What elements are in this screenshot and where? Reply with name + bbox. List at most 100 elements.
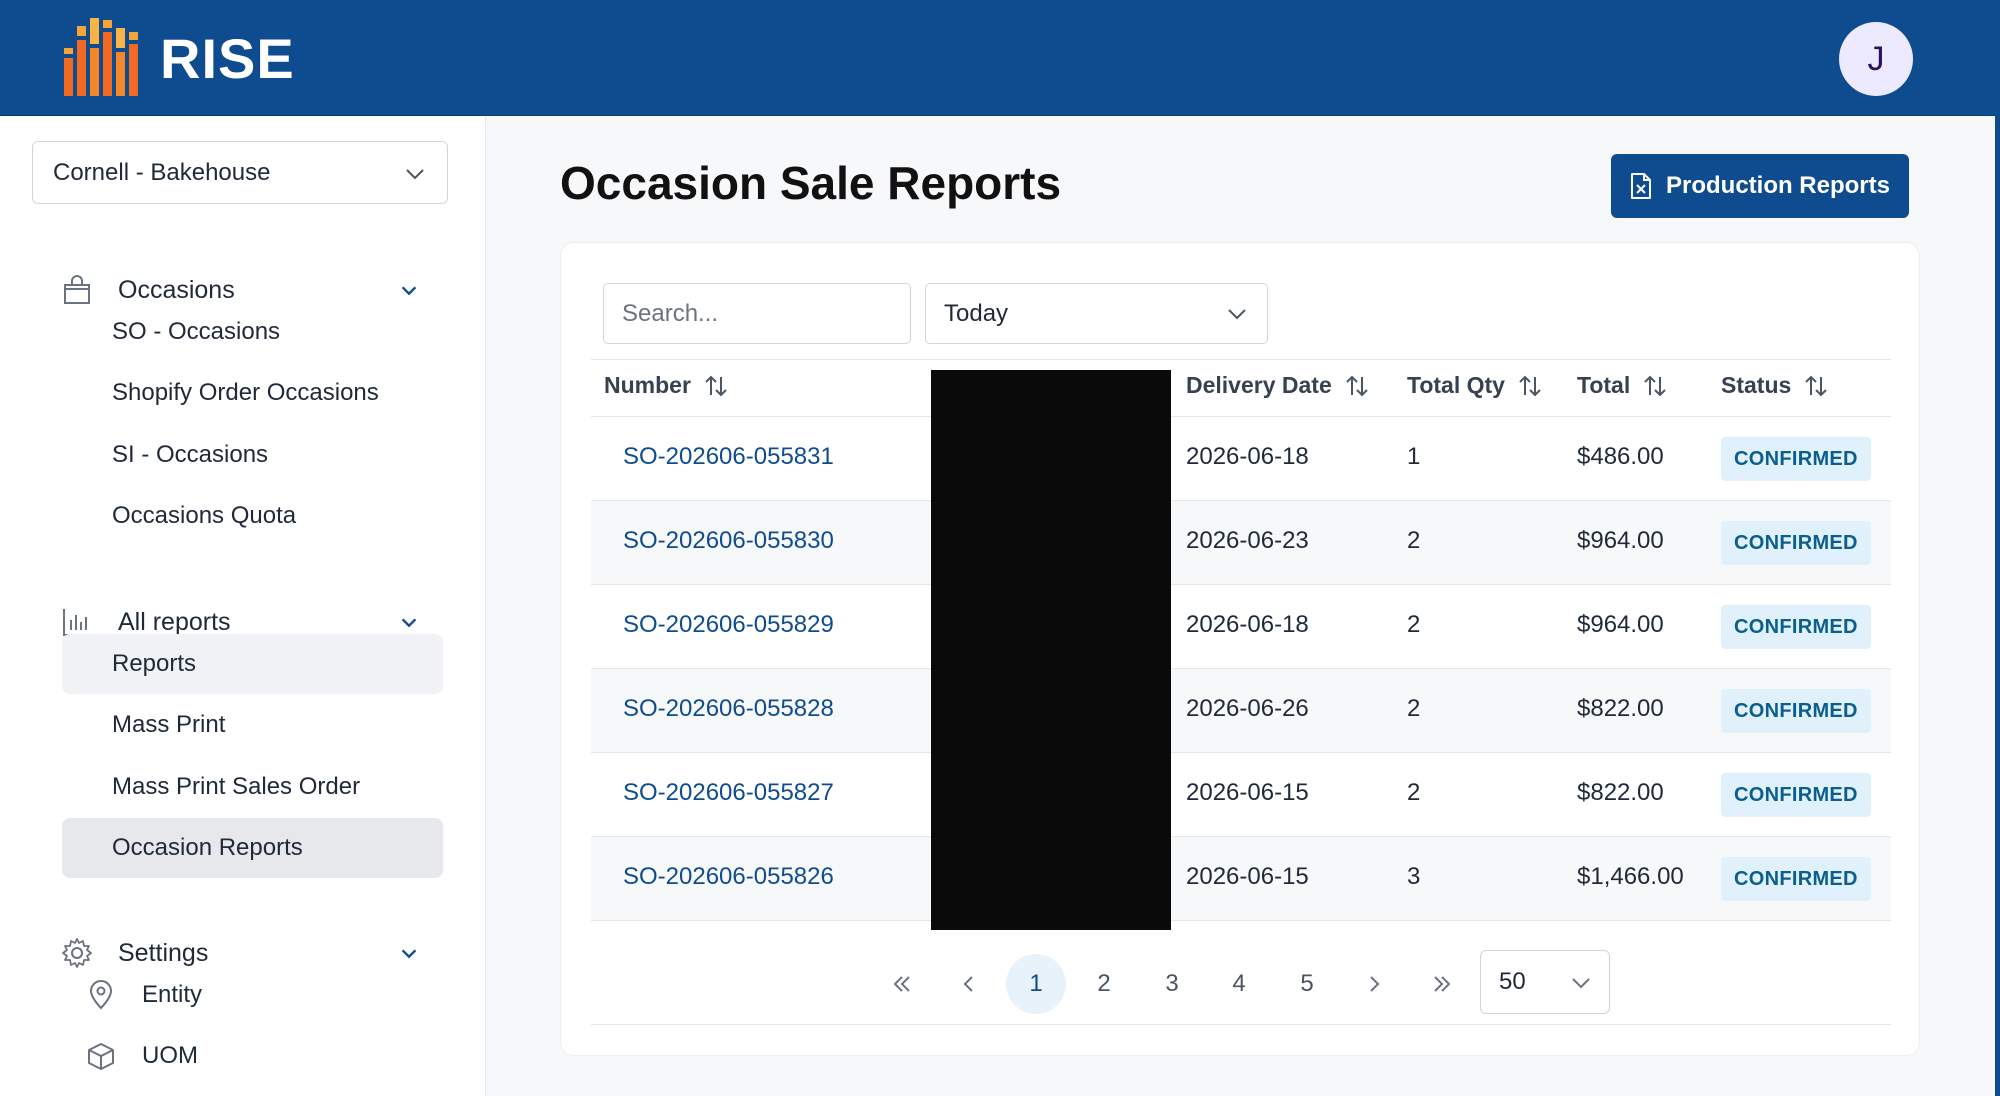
sidebar-item-shopify-order-occasions[interactable]: Shopify Order Occasions (62, 363, 443, 423)
nav-group-all-reports[interactable]: All reports (60, 602, 420, 642)
last-page-button[interactable] (1412, 954, 1472, 1014)
column-header-label: Delivery Date (1186, 372, 1332, 398)
app-logo[interactable]: RISE (62, 18, 295, 98)
column-header-status[interactable]: Status (1721, 372, 1829, 399)
sidebar-item-entity[interactable]: Entity (84, 975, 202, 1015)
sort-icon (1346, 375, 1368, 396)
order-number-link[interactable]: SO-202606-055828 (623, 695, 834, 722)
nav-group-occasions[interactable]: Occasions (60, 270, 420, 310)
nav-group-label: All reports (118, 607, 231, 636)
delivery-date-cell: 2026-06-18 (1186, 443, 1309, 470)
column-header-total[interactable]: Total (1577, 372, 1668, 399)
sidebar-item-si-occasions[interactable]: SI - Occasions (62, 425, 443, 485)
map-pin-icon (84, 978, 118, 1012)
total-qty-cell: 2 (1407, 611, 1421, 638)
column-header-label: Status (1721, 372, 1792, 398)
sidebar-item-label: Shopify Order Occasions (112, 379, 379, 406)
page-button-4[interactable]: 4 (1232, 970, 1246, 997)
user-avatar[interactable]: J (1839, 22, 1913, 96)
double-chevron-right-icon (1434, 976, 1451, 992)
sidebar-item-mass-print[interactable]: Mass Print (62, 695, 443, 755)
shopping-bag-icon (60, 273, 94, 307)
sidebar-item-label: Occasions Quota (112, 502, 297, 529)
page-button-2[interactable]: 2 (1097, 970, 1111, 997)
page-button-1[interactable]: 1 (1006, 954, 1066, 1014)
total-cell: $822.00 (1577, 695, 1664, 722)
column-header-delivery-date[interactable]: Delivery Date (1186, 372, 1370, 399)
date-filter-select[interactable]: Today (925, 283, 1268, 344)
page-button-3[interactable]: 3 (1165, 970, 1179, 997)
sort-icon (1519, 375, 1541, 396)
production-reports-label: Production Reports (1665, 172, 1890, 199)
sidebar-item-label: UOM (142, 1042, 198, 1069)
page-title: Occasion Sale Reports (560, 157, 1062, 209)
column-header-label: Number (604, 372, 691, 398)
sidebar-item-reports[interactable]: Reports (62, 634, 443, 694)
total-cell: $964.00 (1577, 611, 1664, 638)
total-qty-cell: 3 (1407, 863, 1421, 890)
search-input[interactable] (603, 283, 911, 344)
sidebar-item-occasions-quota[interactable]: Occasions Quota (62, 486, 443, 546)
per-page-select[interactable]: 50 (1480, 950, 1610, 1014)
excel-file-icon (1630, 173, 1651, 199)
delivery-date-cell: 2026-06-23 (1186, 527, 1309, 554)
order-number-link[interactable]: SO-202606-055826 (623, 863, 834, 890)
table-row: SO-202606-055829 2026-06-18 2 $964.00 CO… (591, 585, 1891, 669)
sort-icon (1644, 375, 1666, 396)
sidebar-item-label: Entity (142, 981, 203, 1008)
sidebar-item-label: SO - Occasions (112, 318, 281, 345)
column-header-number[interactable]: Number (604, 372, 729, 399)
total-qty-cell: 1 (1407, 443, 1421, 470)
column-header-total-qty[interactable]: Total Qty (1407, 372, 1543, 399)
app-name: RISE (160, 26, 295, 90)
first-page-button[interactable] (872, 954, 932, 1014)
chevron-down-icon (1572, 978, 1590, 989)
sidebar-item-occasion-reports[interactable]: Occasion Reports (62, 818, 443, 878)
table-row: SO-202606-055828 2026-06-26 2 $822.00 CO… (591, 669, 1891, 753)
delivery-date-cell: 2026-06-26 (1186, 695, 1309, 722)
delivery-date-cell: 2026-06-18 (1186, 611, 1309, 638)
total-qty-cell: 2 (1407, 527, 1421, 554)
entity-select[interactable]: Cornell - Bakehouse (32, 141, 448, 204)
nav-group-settings[interactable]: Settings (60, 933, 420, 973)
column-header-label: Total Qty (1407, 372, 1505, 398)
chevron-down-icon (406, 169, 424, 180)
cube-icon (84, 1039, 118, 1073)
previous-page-button[interactable] (939, 954, 999, 1014)
total-qty-cell: 2 (1407, 779, 1421, 806)
table-row: SO-202606-055831 2026-06-18 1 $486.00 CO… (591, 417, 1891, 501)
sidebar-item-uom[interactable]: UOM (84, 1036, 198, 1076)
window-edge (1995, 0, 2000, 1096)
table-row: SO-202606-055830 2026-06-23 2 $964.00 CO… (591, 501, 1891, 585)
status-badge: CONFIRMED (1721, 521, 1871, 565)
pagination: 1 2 3 4 5 50 (561, 948, 1921, 1014)
sort-icon (705, 375, 727, 396)
order-number-link[interactable]: SO-202606-055827 (623, 779, 834, 806)
sidebar: Cornell - Bakehouse Occasions SO - Occas… (0, 117, 486, 1096)
status-badge: CONFIRMED (1721, 437, 1871, 481)
total-cell: $822.00 (1577, 779, 1664, 806)
status-badge: CONFIRMED (1721, 689, 1871, 733)
page-button-5[interactable]: 5 (1300, 970, 1314, 997)
sidebar-item-label: Reports (112, 650, 197, 677)
per-page-value: 50 (1499, 968, 1526, 995)
date-filter-value: Today (944, 299, 1009, 327)
table-header: Number Delivery Date Total Qty Total Sta… (591, 359, 1891, 417)
sidebar-item-so-occasions[interactable]: SO - Occasions (62, 302, 443, 362)
chevron-left-icon (963, 976, 973, 992)
order-number-link[interactable]: SO-202606-055831 (623, 443, 834, 470)
production-reports-button[interactable]: Production Reports (1611, 154, 1909, 218)
delivery-date-cell: 2026-06-15 (1186, 863, 1309, 890)
status-badge: CONFIRMED (1721, 773, 1871, 817)
order-number-link[interactable]: SO-202606-055829 (623, 611, 834, 638)
sidebar-item-mass-print-sales-order[interactable]: Mass Print Sales Order (62, 757, 443, 817)
status-badge: CONFIRMED (1721, 605, 1871, 649)
column-header-label: Total (1577, 372, 1631, 398)
next-page-button[interactable] (1344, 954, 1404, 1014)
order-number-link[interactable]: SO-202606-055830 (623, 527, 834, 554)
status-badge: CONFIRMED (1721, 857, 1871, 901)
delivery-date-cell: 2026-06-15 (1186, 779, 1309, 806)
sort-icon (1805, 375, 1828, 396)
table-row: SO-202606-055827 2026-06-15 2 $822.00 CO… (591, 753, 1891, 837)
total-qty-cell: 2 (1407, 695, 1421, 722)
